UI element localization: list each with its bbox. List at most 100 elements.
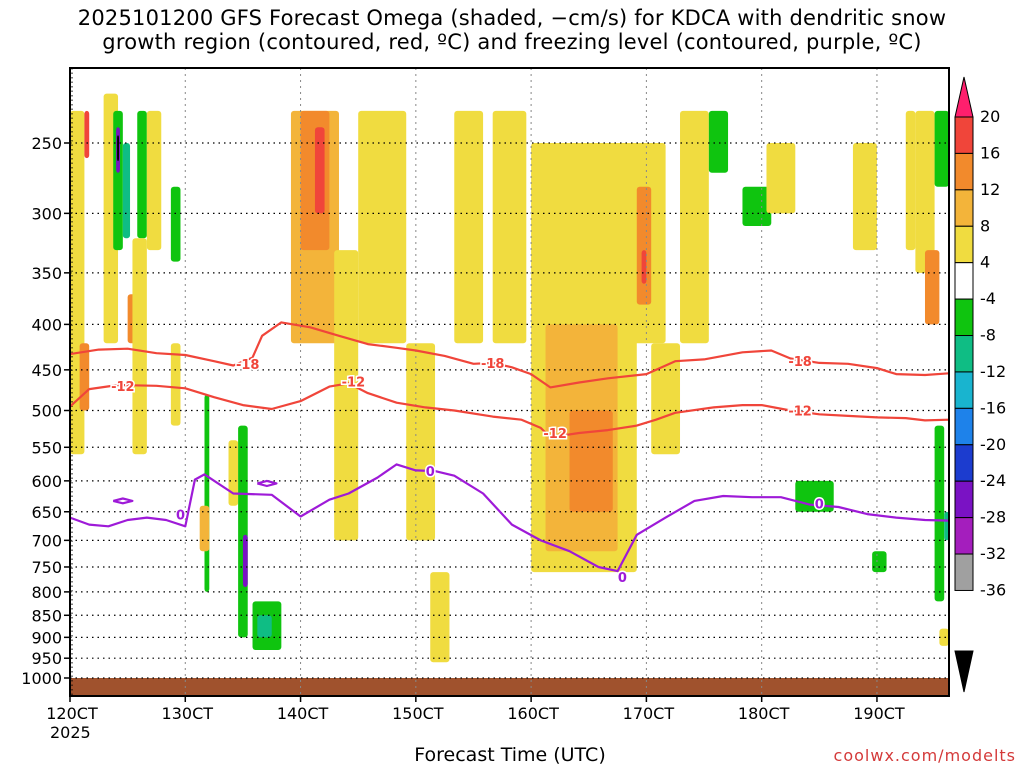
colorbar-label: -32 (980, 544, 1006, 563)
grid (70, 68, 949, 696)
omega-cell (430, 572, 450, 663)
contour-line (257, 479, 278, 488)
colorbar: 20 16 12 8 4 -4 -8 -12 -16 -20 -24 -28 -32 -36 (954, 76, 1006, 693)
y-tick-label: 850 (31, 606, 62, 625)
colorbar-segment (954, 553, 974, 591)
contour-label: 0 (426, 465, 435, 480)
omega-cell (146, 110, 162, 251)
colorbar-segment (954, 480, 974, 519)
colorbar-bottom-triangle (954, 650, 974, 693)
contour-label: -18 (481, 357, 505, 372)
y-tick-label: 300 (31, 204, 62, 223)
omega-cell (641, 250, 647, 284)
colorbar-segment (954, 189, 974, 227)
colorbar-segment (954, 517, 974, 555)
colorbar-segment (954, 225, 974, 264)
colorbar-segment (954, 262, 974, 300)
x-tick-label: 140CT (277, 704, 329, 723)
colorbar-top-triangle (954, 76, 974, 118)
ground-surface (70, 678, 949, 696)
y-tick-label: 800 (31, 583, 62, 602)
colorbar-segment (954, 407, 974, 446)
omega-cell (132, 238, 147, 455)
y-tick-label: 400 (31, 315, 62, 334)
omega-cell (934, 425, 945, 602)
omega-cell (117, 135, 119, 162)
watermark: coolwx.com/modelts (833, 746, 1016, 765)
y-tick-label: 450 (31, 361, 62, 380)
omega-cell (569, 410, 613, 512)
contour-label: 0 (618, 571, 627, 586)
omega-cell (915, 110, 935, 273)
colorbar-label: 8 (980, 216, 990, 235)
x-tick-label: 170CT (623, 704, 675, 723)
title-line-1: 2025101200 GFS Forecast Omega (shaded, −… (77, 6, 947, 30)
x-tick-label: 190CT (853, 704, 905, 723)
y-tick-label: 700 (31, 531, 62, 550)
y-axis: 250 300 350 400 450 500 550 600 650 700 750 800 850 9… (21, 134, 70, 688)
omega-cell (170, 186, 181, 262)
y-tick-label: 1000 (21, 669, 62, 688)
omega-cell (708, 110, 729, 173)
omega-cell (238, 425, 248, 638)
x-tick-label: 120CT (46, 704, 98, 723)
omega-shading (70, 93, 949, 663)
x-tick-label: 130CT (162, 704, 214, 723)
contour-line (70, 382, 949, 439)
plot-frame (69, 67, 950, 697)
y-tick-label: 900 (31, 628, 62, 647)
x-tick-sublabel: 2025 (50, 723, 91, 742)
colorbar-label: 12 (980, 180, 1000, 199)
contours: -18 -18 -18 -12 -12 -12 -12 0 0 0 0 (70, 321, 949, 588)
omega-cell (924, 250, 940, 325)
omega-cell (651, 343, 681, 455)
omega-cell (84, 110, 90, 159)
omega-cell (905, 110, 916, 251)
omega-cell (228, 440, 239, 506)
colorbar-segment (954, 116, 974, 154)
x-tick-label: 150CT (392, 704, 444, 723)
chart-title: 2025101200 GFS Forecast Omega (shaded, −… (0, 6, 1024, 54)
ground-band (70, 678, 949, 696)
colorbar-segment (954, 371, 974, 409)
colorbar-label: 20 (980, 107, 1000, 126)
contour-line (112, 497, 134, 505)
omega-cell (79, 343, 90, 411)
colorbar-segment (954, 444, 974, 482)
omega-cell (636, 186, 652, 305)
omega-cell (334, 250, 359, 541)
y-tick-label: 950 (31, 649, 62, 668)
omega-cell (204, 394, 210, 592)
colorbar-label: -16 (980, 398, 1006, 417)
omega-cell (122, 143, 131, 239)
colorbar-label: -12 (980, 362, 1006, 381)
omega-cell (358, 110, 407, 344)
omega-cell (852, 143, 877, 251)
contour-label: 0 (815, 497, 824, 512)
colorbar-segment (954, 152, 974, 191)
x-tick-label: 180CT (738, 704, 790, 723)
colorbar-label: -4 (980, 289, 996, 308)
omega-cell (492, 110, 527, 344)
omega-cell (199, 505, 210, 552)
y-tick-label: 350 (31, 264, 62, 283)
colorbar-label: -28 (980, 508, 1006, 527)
contour-label: -18 (788, 355, 812, 370)
omega-cell (742, 186, 772, 227)
colorbar-label: -20 (980, 435, 1006, 454)
omega-cell (680, 110, 709, 344)
contour-label: -12 (543, 427, 567, 442)
omega-cell (406, 343, 436, 541)
omega-cell (137, 110, 147, 239)
omega-cell (314, 127, 325, 214)
omega-cell (934, 110, 949, 187)
omega-cell (766, 143, 796, 214)
contour-label: -18 (236, 358, 260, 373)
colorbar-label: -24 (980, 471, 1006, 490)
y-tick-label: 550 (31, 438, 62, 457)
omega-cell (454, 110, 484, 344)
colorbar-segment (954, 335, 974, 373)
y-tick-label: 500 (31, 402, 62, 421)
